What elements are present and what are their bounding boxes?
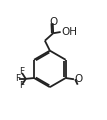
Text: F: F (15, 74, 20, 83)
Text: F: F (19, 81, 24, 90)
Text: OH: OH (61, 27, 77, 37)
Text: O: O (49, 17, 57, 27)
Text: F: F (19, 67, 24, 76)
Text: O: O (74, 74, 82, 84)
